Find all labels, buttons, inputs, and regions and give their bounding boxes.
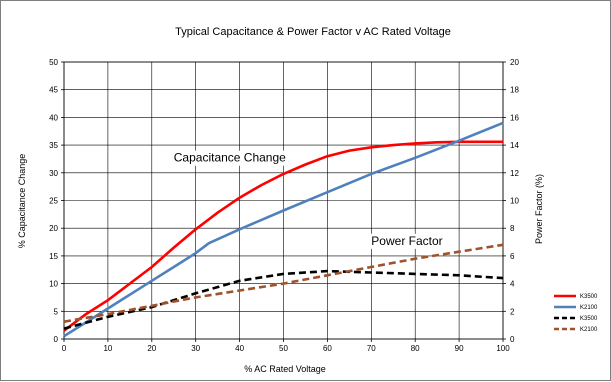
x-tick-label: 40 [235,344,244,353]
legend: K3500 K2100 K3500 K2100 [554,294,598,333]
legend-label: K3500 [580,294,598,300]
axes [61,61,506,342]
y-left-tick-label: 15 [49,252,58,261]
y-axis-title-left: % Capacitance Change [17,154,27,249]
y-right-tick-label: 2 [510,307,515,316]
y-right-tick-label: 18 [510,86,519,95]
x-tick-label: 10 [103,344,112,353]
y-left-tick-label: 0 [54,335,59,344]
y-right-tick-label: 6 [510,252,515,261]
x-tick-label: 100 [496,344,510,353]
annotation-bg [367,233,453,249]
x-tick-label: 90 [455,344,464,353]
grid [63,61,504,340]
x-tick-label: 20 [147,344,156,353]
chart-title: Typical Capacitance & Power Factor v AC … [175,26,451,38]
annotation-power-factor: Power Factor [371,234,442,248]
x-tick-label: 60 [323,344,332,353]
y-left-tick-label: 50 [49,58,58,67]
series-group [63,121,504,338]
legend-label: K2100 [580,327,598,333]
series-line-k3500-capacitance [63,140,503,332]
y-axis-title-right: Power Factor (%) [534,174,544,244]
y-right-tick-label: 16 [510,113,519,122]
y-left-tick-label: 25 [49,197,58,206]
y-right-tick-label: 14 [510,141,519,150]
y-left-tick-label: 20 [49,224,58,233]
y-left-tick-label: 45 [49,86,58,95]
y-left-tick-label: 30 [49,169,58,178]
x-tick-label: 30 [191,344,200,353]
legend-label: K2100 [580,305,598,311]
legend-label: K3500 [580,316,598,322]
y-right-tick-label: 20 [510,58,519,67]
x-axis-title: % AC Rated Voltage [244,364,326,374]
x-tick-label: 80 [411,344,420,353]
x-tick-label: 70 [367,344,376,353]
y-left-tick-label: 35 [49,141,58,150]
y-right-tick-label: 0 [510,335,515,344]
x-tick-label: 0 [62,344,67,353]
y-right-tick-label: 4 [510,280,515,289]
y-right-tick-label: 10 [510,197,519,206]
series-line-k3500-power-factor [63,269,504,330]
annotation-bg [169,150,293,166]
y-right-tick-label: 8 [510,224,515,233]
plot-border [63,61,504,340]
x-tick-label: 50 [279,344,288,353]
y-left-tick-label: 5 [54,307,59,316]
y-right-tick-label: 12 [510,169,519,178]
y-left-tick-label: 40 [49,113,58,122]
annotation-capacitance-change: Capacitance Change [174,151,286,165]
y-left-tick-label: 10 [49,280,58,289]
series-line-k2100-power-factor [63,243,504,323]
series-line-k2100-capacitance [63,121,504,338]
